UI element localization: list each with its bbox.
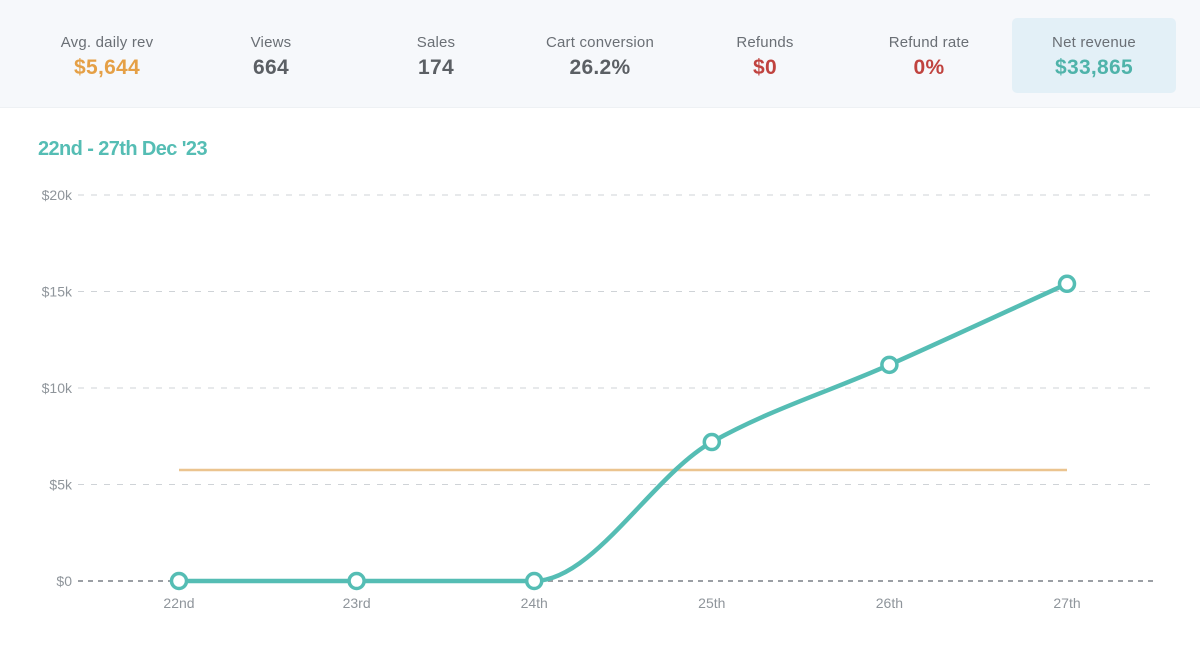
x-tick-label: 24th	[521, 595, 548, 611]
data-point	[347, 571, 366, 591]
stat-value: 664	[253, 56, 289, 79]
x-tick-label: 23rd	[343, 595, 371, 611]
stat-value: 174	[418, 56, 454, 79]
stat-sales[interactable]: Sales 174	[354, 18, 518, 93]
chart-title: 22nd - 27th Dec '23	[38, 138, 208, 160]
x-tick-label: 27th	[1053, 595, 1080, 611]
data-point	[702, 432, 722, 452]
x-tick-label: 26th	[876, 595, 903, 611]
stat-value: $33,865	[1054, 56, 1133, 79]
stat-value: 0%	[913, 56, 945, 79]
data-point	[524, 571, 544, 591]
stat-label: Refund rate	[888, 34, 970, 51]
y-tick-label: $10k	[42, 380, 73, 396]
stat-label: Views	[250, 34, 292, 51]
stat-label: Refunds	[736, 34, 794, 51]
stat-label: Cart conversion	[545, 34, 655, 51]
y-tick-label: $20k	[42, 187, 73, 203]
stats-bar: Avg. daily rev $5,644 Views 664 Sales 17…	[0, 0, 1200, 108]
x-tick-label: 22nd	[163, 595, 194, 611]
revenue-series-line	[176, 281, 1070, 584]
stat-avg-daily-rev[interactable]: Avg. daily rev $5,644	[25, 18, 189, 93]
stat-net-revenue[interactable]: Net revenue $33,865	[1012, 18, 1176, 93]
data-point	[169, 571, 189, 591]
stat-refunds[interactable]: Refunds $0	[683, 18, 847, 93]
y-tick-label: $5k	[49, 477, 73, 493]
stat-cart-conversion[interactable]: Cart conversion 26.2%	[518, 18, 682, 93]
stat-value: $0	[753, 56, 777, 79]
x-tick-label: 25th	[698, 595, 725, 611]
stat-label: Net revenue	[1052, 34, 1136, 51]
data-point	[1057, 274, 1077, 294]
y-tick-label: $0	[56, 573, 72, 589]
stat-value: $5,644	[73, 56, 141, 79]
stat-refund-rate[interactable]: Refund rate 0%	[847, 18, 1011, 93]
stat-label: Avg. daily rev	[60, 34, 154, 51]
stat-label: Sales	[416, 34, 456, 51]
stat-views[interactable]: Views 664	[189, 18, 353, 93]
data-point	[880, 355, 899, 375]
y-tick-label: $15k	[42, 284, 73, 300]
stat-value: 26.2%	[569, 56, 631, 79]
